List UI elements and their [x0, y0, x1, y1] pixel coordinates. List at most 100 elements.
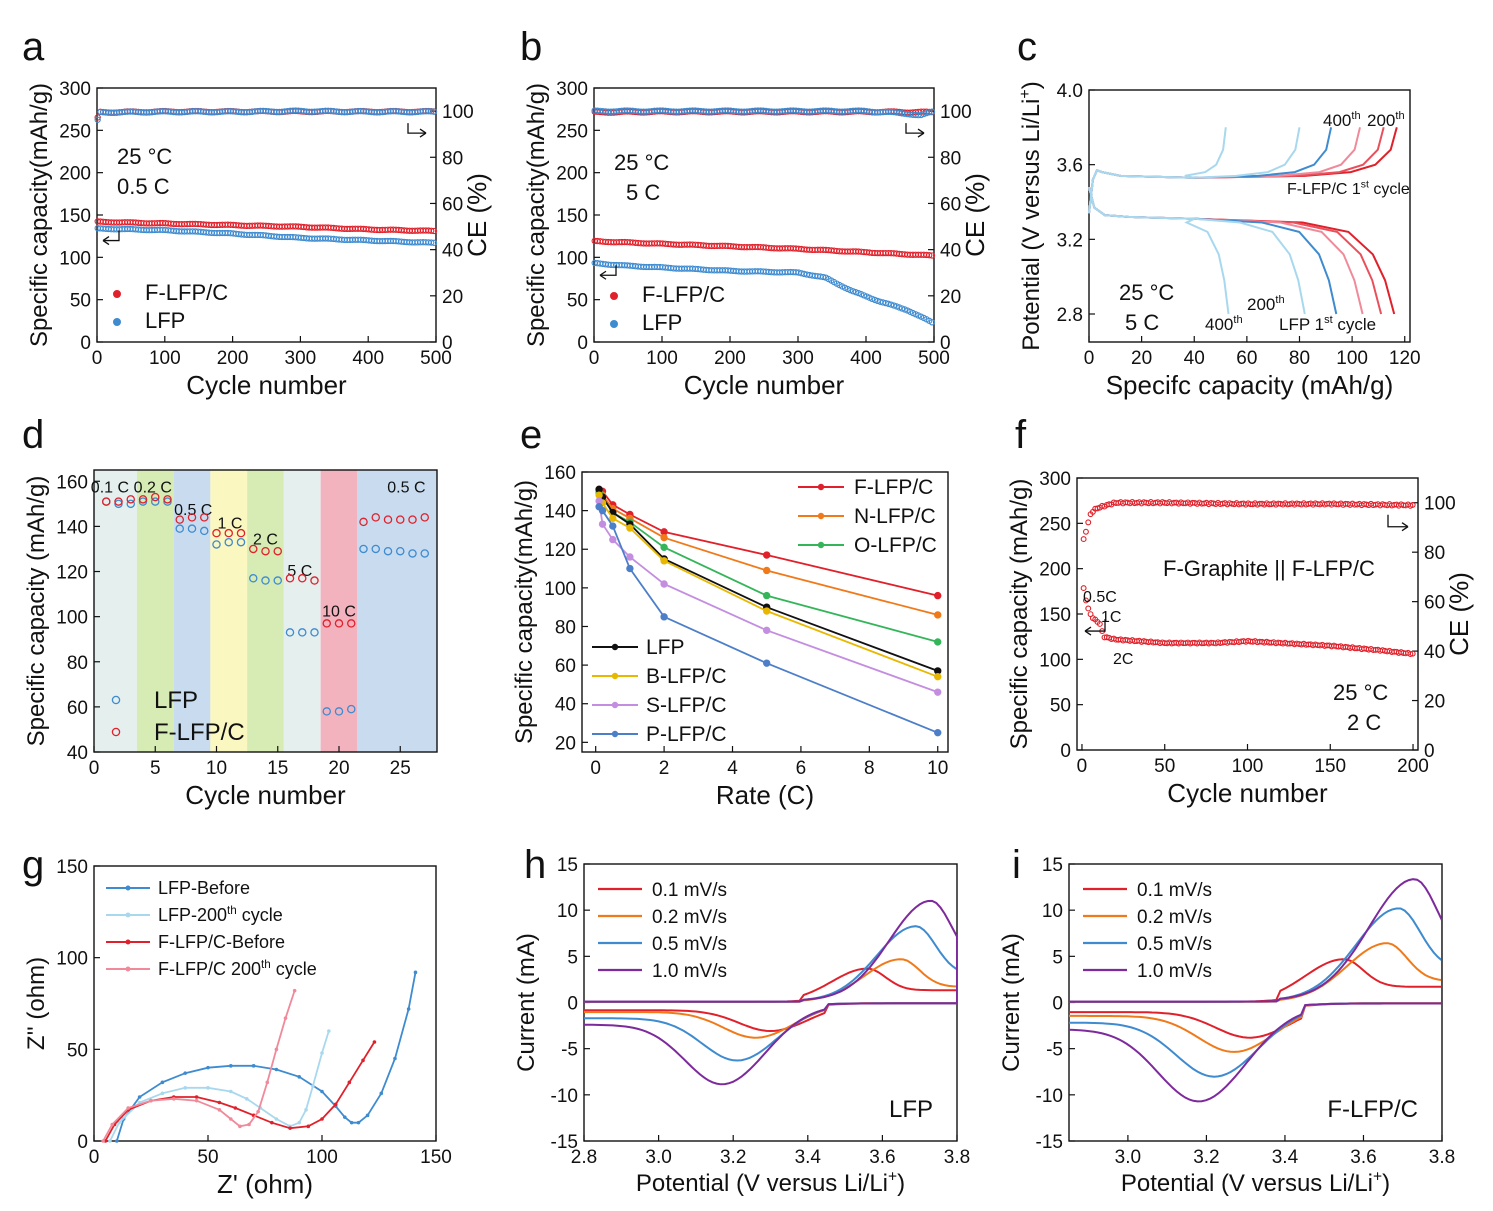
data-point	[273, 576, 282, 585]
rate-label: 0.1 C	[91, 480, 129, 497]
y-axis-title: Specific capacity (mAh/g)	[1006, 479, 1033, 750]
y-tick-label: 4.0	[1057, 81, 1083, 102]
y-tick-label: 100	[1039, 650, 1071, 671]
plot-frame	[1088, 89, 1411, 343]
data-point	[206, 1086, 210, 1090]
data-point	[292, 988, 297, 993]
discharge-curve	[1088, 186, 1230, 315]
y-tick-label: 3.2	[1057, 230, 1083, 251]
x-axis-title: Rate (C)	[716, 780, 814, 810]
rate-label: 0.5 C	[174, 502, 212, 519]
data-point	[224, 528, 233, 538]
data-point	[1082, 597, 1089, 604]
x-tick-label: 3.6	[869, 1147, 895, 1168]
y2-tick-label: 20	[940, 287, 961, 308]
x-axis-title: Z' (ohm)	[217, 1169, 313, 1199]
y-axis-title: Potential (V versus Li/Li+)	[1017, 81, 1045, 350]
data-point	[126, 499, 136, 509]
data-point	[874, 297, 881, 305]
data-point	[224, 537, 233, 547]
y-axis-title: Specific capacity(mAh/g)	[523, 83, 550, 347]
data-point	[320, 1051, 324, 1055]
legend-label: 0.2 mV/s	[1137, 907, 1212, 928]
x-tick-label: 0	[1077, 756, 1088, 777]
x-tick-label: 100	[1232, 756, 1264, 777]
y-tick-label: 100	[56, 949, 88, 970]
panel-letter: a	[22, 25, 45, 69]
data-point	[408, 515, 417, 524]
legend-label: F-LFP/C	[854, 476, 933, 499]
legend-marker	[113, 290, 121, 298]
legend-label: S-LFP/C	[646, 694, 727, 717]
data-point	[150, 492, 160, 502]
y-tick-label: 40	[67, 743, 88, 764]
x-tick-label: 20	[328, 758, 349, 779]
data-point	[898, 305, 906, 312]
y-tick-label: 140	[56, 517, 88, 538]
data-point	[343, 1115, 347, 1119]
y-tick-label: 0	[1060, 741, 1071, 762]
rate-band	[210, 470, 248, 752]
x-axis-title: Cycle number	[684, 370, 845, 400]
legend-marker	[610, 320, 618, 328]
y2-tick-label: 80	[940, 148, 961, 169]
legend-marker	[125, 939, 131, 945]
x-tick-label: 3.8	[944, 1147, 970, 1168]
y2-tick-label: 60	[442, 194, 463, 215]
data-point	[926, 252, 933, 259]
panel-letter: h	[524, 843, 546, 887]
panel-c: c 0 20 40 60 80 100 120 2.8 3.2 3.6 4.0 Specifc capa…	[1017, 25, 1421, 400]
nyquist-curve	[102, 990, 296, 1142]
y-tick-label: -5	[1046, 1040, 1063, 1061]
legend-label: LFP	[154, 687, 198, 714]
panel-letter: f	[1015, 413, 1027, 457]
y2-tick-label: 0	[940, 333, 951, 354]
data-point	[322, 619, 331, 628]
data-point	[199, 526, 209, 536]
data-point	[138, 495, 148, 504]
legend-marker	[111, 695, 121, 705]
x-tick-label: 3.4	[1272, 1147, 1299, 1168]
data-point	[763, 591, 771, 600]
plot-frame	[93, 469, 438, 753]
rate-label: 5 C	[287, 563, 312, 580]
data-point	[1085, 605, 1092, 612]
legend-label: F-LFP/C	[145, 280, 228, 305]
data-point	[428, 227, 435, 234]
data-point	[365, 1113, 370, 1118]
panel-letter: b	[520, 25, 542, 69]
y-tick-label: 15	[1042, 855, 1063, 876]
legend-label: 0.5 mV/s	[652, 934, 727, 955]
data-point	[217, 1108, 222, 1112]
y-tick-label: 0	[577, 333, 588, 354]
x-axis-title: Cycle number	[186, 370, 347, 400]
panel-f: f0 50 100 150 200050100150200250300020406080…	[1006, 413, 1474, 808]
x-tick-label: 4	[727, 758, 738, 779]
data-point	[430, 227, 438, 235]
y-axis-title: Specific capacity (mAh/g)	[23, 476, 50, 747]
data-point	[108, 1139, 112, 1143]
cv-curve	[1069, 878, 1442, 1103]
data-point	[393, 1056, 397, 1061]
data-point	[206, 1065, 210, 1070]
y-axis-title: Z'' (ohm)	[23, 957, 50, 1050]
legend-marker	[611, 643, 619, 651]
data-point	[327, 1029, 331, 1033]
data-point	[248, 574, 258, 583]
data-point	[1080, 536, 1087, 543]
data-point	[430, 108, 438, 115]
x-tick-label: 15	[267, 758, 288, 779]
data-point	[890, 302, 898, 309]
data-point	[660, 543, 668, 552]
data-point	[763, 607, 771, 615]
y2-axis-title: CE (%)	[462, 173, 492, 257]
rate-label: 2C	[1113, 651, 1133, 668]
y-tick-label: 150	[59, 206, 91, 227]
data-point	[820, 273, 827, 281]
condition-rate: 5 C	[1125, 310, 1159, 335]
y-tick-label: 15	[557, 855, 578, 876]
data-point	[371, 544, 380, 554]
x-tick-label: 0	[89, 1147, 100, 1168]
left-axis-arrow	[103, 230, 120, 242]
y-tick-label: 10	[557, 901, 578, 922]
